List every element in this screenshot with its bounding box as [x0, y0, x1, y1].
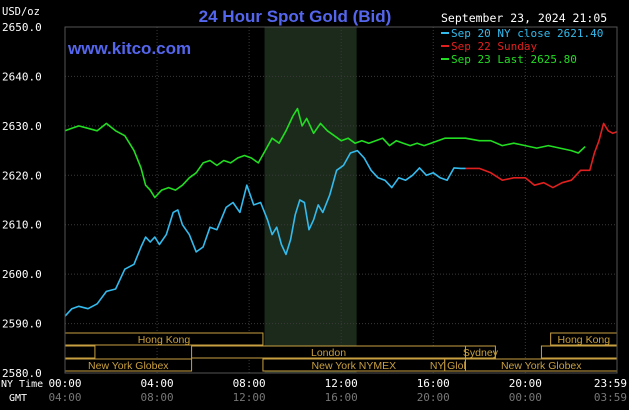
- session-bar: New York Globex: [464, 358, 618, 372]
- session-bar-label: New York Globex: [501, 360, 582, 372]
- axis-layer: 2650.0 2640.0 2630.0 2620.0 2610.0 2600.0 2590…: [2, 21, 627, 404]
- session-bar: Sydney: [463, 345, 499, 359]
- x-tick-label-gmt: 20:00: [417, 391, 450, 404]
- y-tick-label: 2600.0: [2, 268, 42, 281]
- legend-label: Sep 23 Last 2625.80: [451, 53, 577, 66]
- chart-timestamp: September 23, 2024 21:05: [441, 11, 607, 25]
- y-tick-label: 2650.0: [2, 21, 42, 34]
- chart-title: 24 Hour Spot Gold (Bid): [199, 7, 392, 26]
- session-bar-label: Sydney: [463, 347, 499, 359]
- session-bar: Hong Kong: [550, 332, 618, 346]
- session-bar-box: [540, 345, 618, 359]
- x-tick-label-ny: 12:00: [325, 377, 358, 390]
- x-tick-label-ny: 00:00: [48, 377, 81, 390]
- session-bar: [64, 345, 96, 359]
- session-bar-label: Hong Kong: [558, 334, 611, 346]
- x-tick-label-ny: 08:00: [233, 377, 266, 390]
- x-tick-label-gmt: 08:00: [141, 391, 174, 404]
- session-bar: New York NYMEX: [262, 358, 446, 372]
- y-tick-label: 2640.0: [2, 70, 42, 83]
- x-tick-label-ny: 23:59: [594, 377, 627, 390]
- session-bar-box: [464, 345, 496, 359]
- y-tick-label: 2610.0: [2, 219, 42, 232]
- legend-label: Sep 22 Sunday: [451, 40, 537, 53]
- session-bar: Hong Kong: [64, 332, 264, 346]
- y-tick-label: 2580.0: [2, 367, 42, 380]
- session-bar-label: New York Globex: [88, 360, 169, 372]
- plot-frame: [64, 26, 618, 374]
- x-tick-label-ny: 16:00: [417, 377, 450, 390]
- y-axis-unit-label: USD/oz: [2, 6, 40, 18]
- x-tick-label-gmt: 03:59: [594, 391, 627, 404]
- series-line: [64, 107, 586, 199]
- series-layer: [64, 107, 618, 317]
- session-bar-label: New York NYMEX: [312, 360, 397, 372]
- x-tick-label-gmt: 16:00: [325, 391, 358, 404]
- highlight-layer: [264, 27, 357, 373]
- trading-hours-highlight: [264, 27, 357, 373]
- y-tick-label: 2630.0: [2, 120, 42, 133]
- series-line: [64, 149, 466, 317]
- y-tick-label: 2620.0: [2, 169, 42, 182]
- x-tick-label-gmt: 12:00: [233, 391, 266, 404]
- session-bar-box: [64, 345, 96, 359]
- y-tick-label: 2590.0: [2, 318, 42, 331]
- session-bar: London: [191, 345, 466, 359]
- x-tick-label-gmt: 00:00: [509, 391, 542, 404]
- x-tick-label-ny: 04:00: [141, 377, 174, 390]
- session-bar: [540, 345, 618, 359]
- session-bar-label: London: [311, 347, 346, 359]
- x-tick-label-gmt: 04:00: [48, 391, 81, 404]
- x-tick-label-ny: 20:00: [509, 377, 542, 390]
- session-bar-label: Hong Kong: [138, 334, 191, 346]
- x-axis-ny-time-label: NY Time: [1, 379, 43, 390]
- legend-label: Sep 20 NY close 2621.40: [451, 27, 603, 40]
- x-axis-gmt-label: GMT: [9, 393, 27, 404]
- series-line: [465, 122, 618, 189]
- session-bar: New York Globex: [64, 358, 193, 372]
- kitco-watermark: www.kitco.com: [67, 39, 191, 58]
